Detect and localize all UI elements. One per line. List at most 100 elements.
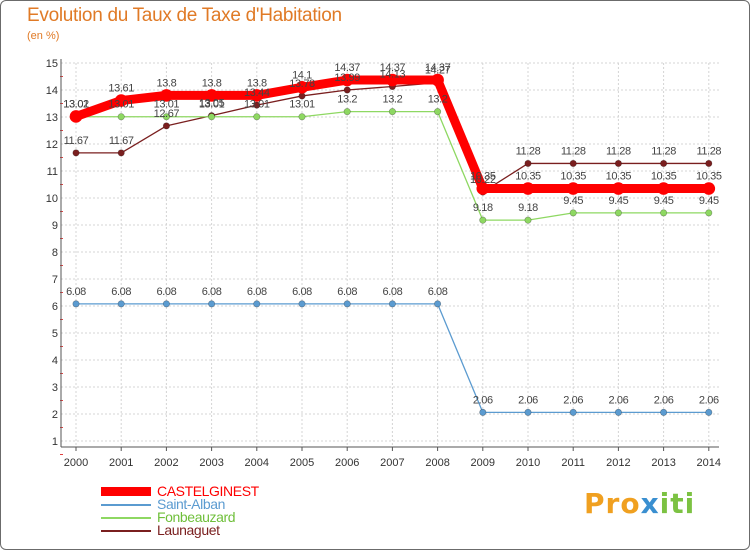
data-label: 2.06 (608, 394, 628, 406)
data-label: 9.45 (654, 195, 674, 207)
x-tick-label: 2007 (380, 457, 404, 469)
data-label: 11.28 (651, 145, 676, 157)
data-labels: 11.67 11.67 12.67 13.05 13.44 13.78 13.99 14.13… (63, 62, 722, 406)
series-lines (69, 73, 716, 416)
data-label: 11.28 (606, 145, 631, 157)
y-tick-label: 3 (52, 382, 58, 394)
x-tick-label: 2013 (651, 457, 675, 469)
data-point (253, 300, 261, 308)
data-point (705, 408, 713, 416)
data-point (208, 113, 216, 121)
x-tick-label: 2002 (154, 457, 178, 469)
data-label: 10.35 (560, 171, 586, 183)
data-point (298, 113, 306, 121)
data-label: 6.08 (111, 286, 131, 298)
x-tick-label: 2014 (697, 457, 721, 469)
data-label: 10.35 (696, 171, 722, 183)
data-label: 12.67 (154, 108, 180, 120)
data-label: 13.99 (334, 72, 360, 84)
data-label: 6.08 (292, 286, 312, 298)
data-point (160, 89, 173, 102)
legend-swatch (101, 503, 151, 506)
data-point (162, 122, 170, 130)
data-label: 13.02 (63, 98, 89, 110)
data-point (705, 159, 713, 167)
data-point (660, 408, 668, 416)
data-label: 6.08 (382, 286, 402, 298)
legend-label: Launaguet (157, 522, 220, 538)
data-label: 11.67 (64, 135, 89, 147)
data-point (253, 101, 261, 109)
data-label: 14.13 (380, 68, 406, 80)
data-label: 13.05 (199, 98, 225, 110)
data-label: 6.08 (337, 286, 357, 298)
data-point (569, 159, 577, 167)
data-label: 2.06 (563, 394, 583, 406)
data-point (388, 108, 396, 116)
x-tick-label: 2006 (335, 457, 359, 469)
legend-label: Saint-Alban (157, 496, 225, 512)
legend-swatch (101, 516, 151, 519)
data-point (521, 182, 535, 195)
data-point (431, 73, 444, 87)
data-point (208, 300, 216, 308)
data-point (343, 300, 351, 308)
legend-swatch (101, 487, 151, 496)
data-label: 14.1 (292, 69, 312, 81)
data-label: 10.22 (470, 174, 496, 186)
data-label: 6.08 (66, 286, 86, 298)
data-label: 14.37 (334, 62, 360, 74)
x-tick-label: 2010 (516, 457, 540, 469)
data-label: 10.35 (651, 171, 677, 183)
x-tick-label: 2003 (199, 457, 223, 469)
data-point (343, 108, 351, 116)
data-point (660, 209, 668, 217)
y-tick-label: 6 (52, 301, 58, 313)
data-label: 11.28 (696, 145, 721, 157)
x-tick-label: 2005 (290, 457, 314, 469)
data-label: 2.06 (699, 394, 719, 406)
data-label: 13.01 (244, 99, 270, 111)
data-label: 13.01 (108, 99, 134, 111)
data-label: 13.01 (63, 99, 89, 111)
data-point (162, 113, 170, 121)
data-point (253, 113, 261, 121)
y-tick-label: 12 (46, 139, 58, 151)
y-axis-unit: (en %) (27, 30, 60, 42)
data-point (705, 209, 713, 217)
data-label: 13.44 (244, 87, 270, 99)
legend-item-fonbeauzard: Fonbeauzard (101, 509, 259, 525)
data-point (524, 216, 532, 224)
data-point (524, 408, 532, 416)
legend-item-castelginest: CASTELGINEST (101, 484, 259, 498)
proxiti-logo: Proxiti (584, 487, 696, 520)
data-point (614, 408, 622, 416)
y-tick-label: 7 (52, 274, 58, 286)
data-label: 2.06 (473, 394, 493, 406)
data-label: 9.45 (699, 195, 719, 207)
data-label: 13.2 (337, 94, 357, 106)
chart-title: Evolution du Taux de Taxe d'Habitation (27, 5, 342, 26)
data-point (614, 159, 622, 167)
legend-label: Fonbeauzard (157, 509, 236, 525)
y-tick-label: 1 (52, 436, 58, 448)
data-label: 6.08 (202, 286, 222, 298)
data-point (702, 182, 716, 195)
data-point (476, 182, 490, 195)
data-label: 2.06 (518, 394, 538, 406)
data-point (386, 73, 399, 87)
legend-item-launaguet: Launaguet (101, 522, 259, 538)
data-label: 9.45 (563, 195, 583, 207)
data-label: 13.01 (289, 99, 315, 111)
y-tick-label: 2 (52, 409, 58, 421)
data-point (434, 300, 442, 308)
data-label: 6.08 (247, 286, 267, 298)
data-label: 11.28 (516, 145, 541, 157)
data-point (479, 216, 487, 224)
legend-swatch (101, 529, 151, 532)
data-label: 10.35 (470, 171, 496, 183)
data-point (340, 73, 354, 87)
data-point (614, 209, 622, 217)
x-tick-label: 2001 (109, 457, 133, 469)
